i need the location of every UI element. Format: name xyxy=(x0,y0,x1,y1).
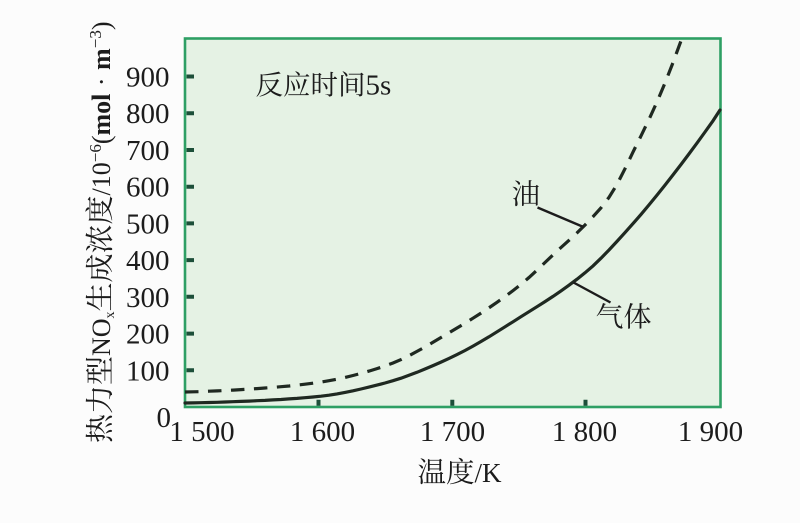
svg-text:200: 200 xyxy=(126,319,170,351)
svg-text:NOx: NOx xyxy=(87,311,118,356)
svg-text:1 800: 1 800 xyxy=(552,416,617,448)
svg-text:0: 0 xyxy=(157,402,172,434)
svg-text:900: 900 xyxy=(126,62,170,94)
svg-text:500: 500 xyxy=(126,208,170,240)
svg-text:5s: 5s xyxy=(366,70,392,102)
svg-text:700: 700 xyxy=(126,135,170,167)
svg-text:800: 800 xyxy=(126,98,170,130)
svg-text:400: 400 xyxy=(126,245,170,277)
svg-text:300: 300 xyxy=(126,282,170,314)
svg-text:100: 100 xyxy=(126,355,170,387)
svg-text:1 700: 1 700 xyxy=(420,416,485,448)
svg-text:1 600: 1 600 xyxy=(290,416,355,448)
svg-text:1 500: 1 500 xyxy=(169,416,234,448)
svg-text:/K: /K xyxy=(475,458,503,488)
svg-text:600: 600 xyxy=(126,172,170,204)
svg-text:/10−6(mol · m−3): /10−6(mol · m−3) xyxy=(86,22,116,196)
svg-text:1 900: 1 900 xyxy=(678,416,743,448)
